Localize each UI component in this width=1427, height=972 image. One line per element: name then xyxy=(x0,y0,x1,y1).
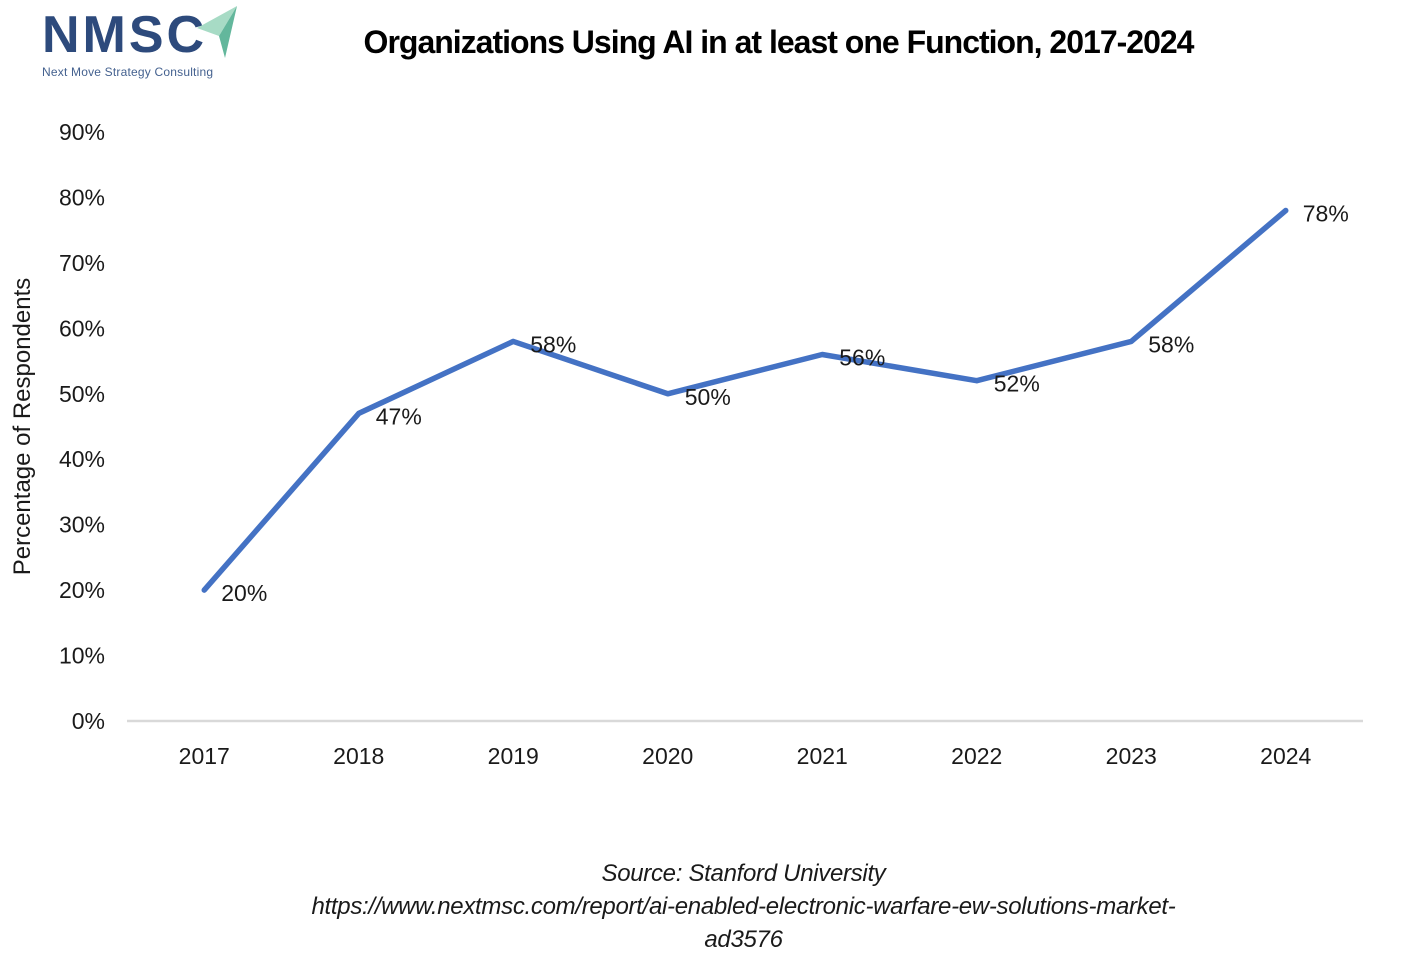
data-point-label: 20% xyxy=(221,580,267,606)
source-line1: Source: Stanford University xyxy=(601,860,886,887)
y-tick-label: 30% xyxy=(59,512,105,538)
source-line2: https://www.nextmsc.com/report/ai-enable… xyxy=(311,893,1176,920)
y-tick-label: 60% xyxy=(59,315,105,341)
source-note: Source: Stanford University https://www.… xyxy=(60,857,1427,956)
source-line3: ad3576 xyxy=(704,926,783,953)
logo-arrow-light-face xyxy=(197,6,237,36)
x-tick-label: 2019 xyxy=(488,743,539,769)
x-tick-label: 2022 xyxy=(951,743,1002,769)
line-chart-plot-area: 0% 10% 20% 30% 40% 50% 60% 70% 80% 90% 2017 2018 201… xyxy=(9,119,1363,769)
y-tick-label: 40% xyxy=(59,446,105,472)
logo-arrow-icon xyxy=(197,6,237,58)
data-point-label: 56% xyxy=(839,345,885,371)
x-tick-label: 2018 xyxy=(333,743,384,769)
y-tick-label: 80% xyxy=(59,184,105,210)
x-tick-label: 2024 xyxy=(1260,743,1311,769)
data-point-label: 50% xyxy=(685,384,731,410)
y-tick-label: 20% xyxy=(59,577,105,603)
y-tick-label: 70% xyxy=(59,250,105,276)
y-tick-label: 10% xyxy=(59,643,105,669)
data-point-label: 52% xyxy=(994,371,1040,397)
data-point-label: 78% xyxy=(1303,201,1349,227)
data-point-label: 58% xyxy=(1148,331,1194,357)
x-tick-label: 2021 xyxy=(797,743,848,769)
x-tick-label: 2020 xyxy=(642,743,693,769)
y-tick-label: 0% xyxy=(72,708,105,734)
x-tick-label: 2023 xyxy=(1106,743,1157,769)
data-point-label: 47% xyxy=(376,403,422,429)
nmsc-logo: NMSC Next Move Strategy Consulting xyxy=(42,6,257,79)
logo-tagline: Next Move Strategy Consulting xyxy=(42,64,214,79)
y-tick-label: 50% xyxy=(59,381,105,407)
y-tick-label: 90% xyxy=(59,119,105,145)
data-point-label: 58% xyxy=(530,331,576,357)
y-axis-title: Percentage of Respondents xyxy=(9,278,36,576)
chart-title: Organizations Using AI in at least one F… xyxy=(363,24,1195,60)
logo-arrow-dark-face xyxy=(219,6,237,58)
logo-acronym: NMSC xyxy=(42,6,208,64)
x-tick-label: 2017 xyxy=(179,743,230,769)
data-series-line xyxy=(201,207,1289,593)
